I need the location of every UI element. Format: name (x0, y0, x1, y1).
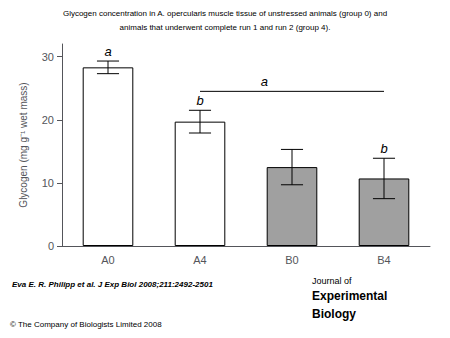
svg-text:A0: A0 (101, 254, 114, 266)
svg-text:Eva E. R. Philipp et al. J Exp: Eva E. R. Philipp et al. J Exp Biol 2008… (12, 280, 213, 289)
svg-text:a: a (104, 44, 111, 59)
svg-text:B4: B4 (377, 254, 390, 266)
svg-text:Glycogen (mg g⁻¹ wet mass): Glycogen (mg g⁻¹ wet mass) (18, 82, 29, 207)
svg-text:b: b (196, 93, 203, 108)
svg-text:20: 20 (42, 114, 54, 126)
svg-text:Journal of: Journal of (312, 276, 352, 286)
svg-text:Biology: Biology (312, 307, 356, 321)
svg-text:© The Company of Biologists Li: © The Company of Biologists Limited 2008 (10, 320, 162, 329)
svg-text:B0: B0 (285, 254, 298, 266)
svg-text:A4: A4 (193, 254, 206, 266)
svg-text:animals that underwent complet: animals that underwent complete run 1 an… (120, 23, 331, 32)
svg-text:a: a (261, 74, 268, 89)
svg-text:b: b (380, 141, 387, 156)
svg-text:0: 0 (48, 240, 54, 252)
svg-text:Glycogen concentration in A. o: Glycogen concentration in A. opercularis… (63, 9, 387, 18)
svg-text:10: 10 (42, 177, 54, 189)
svg-text:30: 30 (42, 51, 54, 63)
svg-text:Experimental: Experimental (312, 289, 387, 303)
